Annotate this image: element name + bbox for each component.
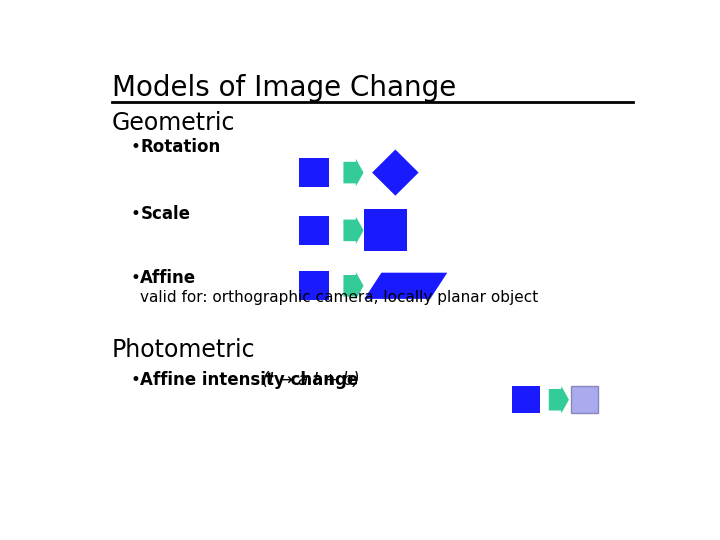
Text: Models of Image Change: Models of Image Change	[112, 74, 456, 102]
Text: Rotation: Rotation	[140, 138, 220, 156]
Text: •: •	[130, 138, 140, 156]
Bar	[571, 386, 598, 413]
Text: •: •	[130, 372, 140, 389]
Text: Affine intensity change: Affine intensity change	[140, 372, 359, 389]
Bar	[364, 209, 407, 251]
Bar	[513, 386, 539, 413]
Bar	[300, 271, 329, 300]
Text: Affine: Affine	[140, 269, 197, 287]
Text: (I → a I + b): (I → a I + b)	[257, 372, 360, 389]
Text: Photometric: Photometric	[112, 338, 256, 362]
Polygon shape	[343, 159, 364, 186]
Polygon shape	[343, 272, 364, 300]
Polygon shape	[364, 273, 447, 299]
Text: Geometric: Geometric	[112, 111, 235, 135]
Bar	[300, 158, 329, 187]
Bar	[300, 215, 329, 245]
Polygon shape	[343, 217, 364, 244]
Text: Scale: Scale	[140, 205, 190, 223]
Text: •: •	[130, 269, 140, 287]
Text: •: •	[130, 205, 140, 223]
Polygon shape	[549, 386, 569, 414]
Polygon shape	[372, 150, 418, 195]
Text: valid for: orthographic camera, locally planar object: valid for: orthographic camera, locally …	[140, 291, 539, 306]
